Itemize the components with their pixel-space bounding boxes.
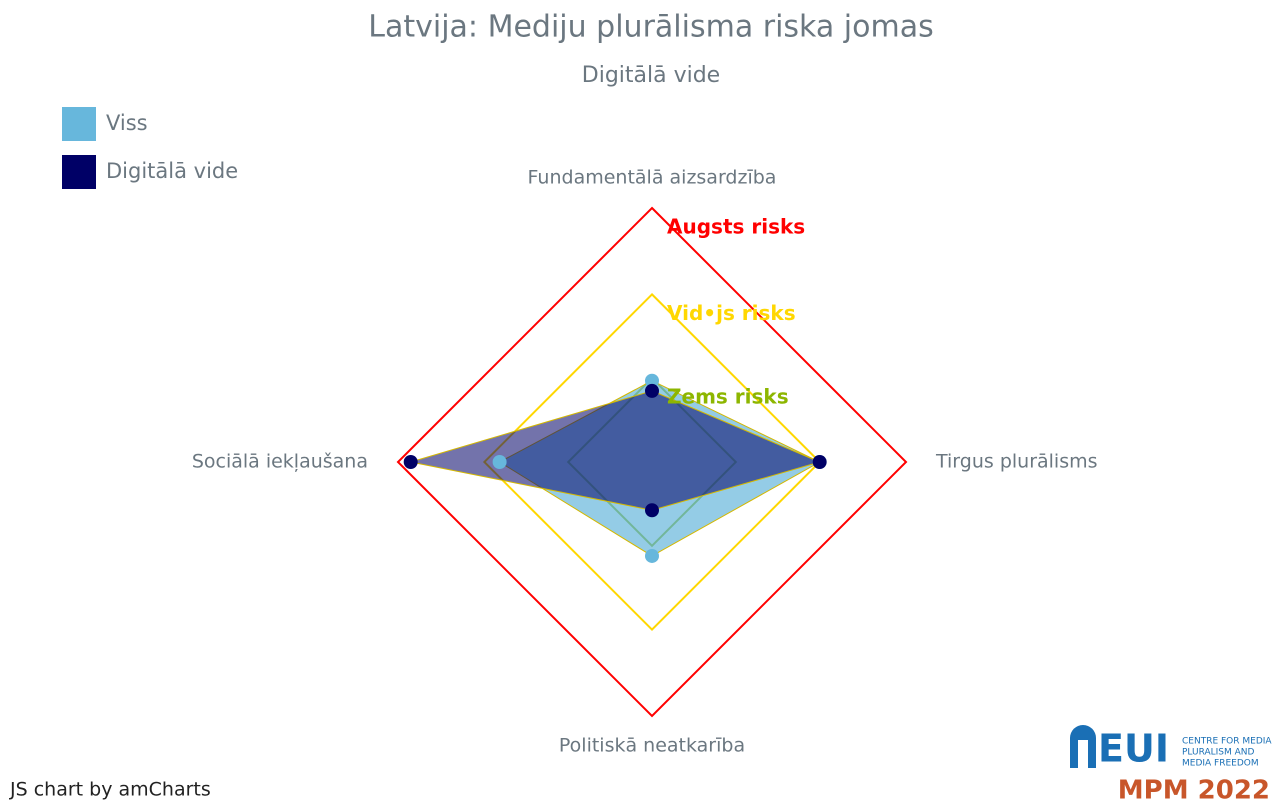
legend-swatch bbox=[62, 107, 96, 141]
logo-line: MEDIA FREEDOM bbox=[1182, 759, 1259, 769]
data-point bbox=[812, 455, 827, 469]
logo-line: PLURALISM AND bbox=[1182, 748, 1255, 758]
logo-name: EUI bbox=[1098, 727, 1169, 771]
logo-edition: MPM 2022 bbox=[1118, 776, 1270, 804]
risk-band bbox=[482, 292, 822, 632]
logo-icon bbox=[1078, 740, 1088, 768]
data-point bbox=[403, 455, 418, 469]
legend-swatch bbox=[62, 155, 96, 189]
category-label: Politiskā neatkarība bbox=[559, 735, 745, 757]
legend-label: Viss bbox=[106, 111, 148, 135]
legend-label: Digitālā vide bbox=[106, 159, 238, 183]
data-point bbox=[645, 548, 659, 563]
logo-line: CENTRE FOR MEDIA bbox=[1182, 737, 1272, 747]
credit: JS chart by amCharts bbox=[9, 779, 211, 801]
risk-band bbox=[396, 206, 908, 718]
chart-title: Latvija: Mediju plurālisma riska jomas bbox=[368, 10, 933, 45]
logo: EUI CENTRE FOR MEDIA PLURALISM AND MEDIA… bbox=[1070, 725, 1272, 806]
data-point bbox=[645, 373, 659, 388]
data-point bbox=[492, 455, 507, 469]
category-label: Sociālā iekļaušana bbox=[192, 451, 368, 473]
risk-band-label: Vid•js risks bbox=[667, 301, 796, 325]
risk-band-label: Augsts risks bbox=[667, 215, 805, 239]
category-label: Fundamentālā aizsardzība bbox=[528, 167, 777, 189]
data-point bbox=[645, 503, 659, 518]
data-point bbox=[645, 383, 659, 398]
chart-subtitle: Digitālā vide bbox=[582, 63, 720, 88]
risk-band-label: Zems risks bbox=[667, 385, 789, 409]
category-label: Tirgus plurālisms bbox=[935, 451, 1098, 473]
